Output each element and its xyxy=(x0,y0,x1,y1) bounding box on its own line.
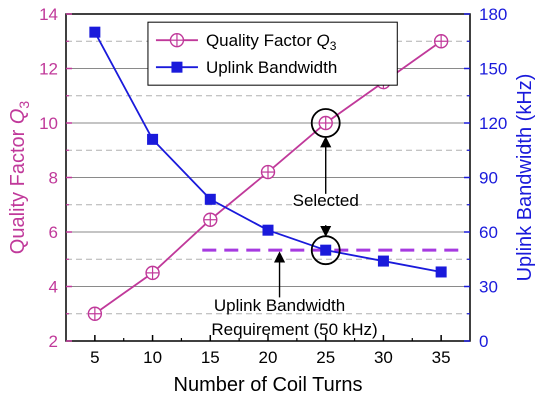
axis-ticks: 5 10 15 20 25 30 35 2 4 6 8 10 12 14 0 30 60 90 120 150 180 xyxy=(39,5,507,367)
point-uplink-bandwidth xyxy=(204,193,216,205)
y-left-tick-label: 14 xyxy=(39,5,58,24)
x-axis-label: Number of Coil Turns xyxy=(174,374,363,396)
legend-label-uplink-bandwidth: Uplink Bandwidth xyxy=(206,58,337,77)
point-uplink-bandwidth xyxy=(262,224,274,236)
y-right-tick-label: 120 xyxy=(479,114,507,133)
legend: Quality Factor Q3 Uplink Bandwidth xyxy=(147,21,398,86)
x-tick-label: 30 xyxy=(374,348,393,367)
x-tick-label: 25 xyxy=(316,348,335,367)
selected-annotation: Selected xyxy=(293,191,359,210)
y-axis-left-label-symbol: Q xyxy=(7,109,29,125)
y-right-tick-label: 90 xyxy=(479,169,498,188)
y-left-tick-label: 4 xyxy=(49,278,58,297)
y-left-tick-label: 10 xyxy=(39,114,58,133)
legend-label-quality-factor-text: Quality Factor xyxy=(206,31,317,50)
legend-marker-quality-factor xyxy=(169,32,185,48)
x-tick-label: 10 xyxy=(143,348,162,367)
x-tick-label: 35 xyxy=(432,348,451,367)
requirement-annotation-line1: Uplink Bandwidth xyxy=(214,296,345,315)
point-quality-factor xyxy=(203,212,218,227)
legend-marker-uplink-bandwidth xyxy=(171,61,183,73)
point-uplink-bandwidth xyxy=(377,255,389,267)
point-quality-factor xyxy=(433,34,449,49)
annotations: Selected Uplink Bandwidth Requirement (5… xyxy=(211,108,378,339)
legend-entry-uplink-bandwidth: Uplink Bandwidth xyxy=(155,58,337,77)
point-uplink-bandwidth xyxy=(435,266,447,278)
y-left-tick-label: 12 xyxy=(39,60,58,79)
legend-label-quality-factor-symbol: Q xyxy=(317,31,330,50)
x-tick-label: 20 xyxy=(259,348,278,367)
point-quality-factor xyxy=(318,115,333,131)
y-left-tick-label: 8 xyxy=(49,169,58,188)
y-axis-left-label-text: Quality Factor xyxy=(7,124,29,254)
requirement-annotation-line2: Requirement (50 kHz) xyxy=(211,320,377,339)
y-right-tick-label: 0 xyxy=(479,332,488,351)
y-right-tick-label: 150 xyxy=(479,60,507,79)
legend-entry-quality-factor: Quality Factor Q3 xyxy=(155,31,337,53)
x-tick-label: 5 xyxy=(90,348,99,367)
point-uplink-bandwidth xyxy=(89,26,101,38)
point-uplink-bandwidth xyxy=(320,244,332,256)
legend-label-quality-factor: Quality Factor Q3 xyxy=(206,31,337,53)
y-left-tick-label: 6 xyxy=(49,223,58,242)
point-uplink-bandwidth xyxy=(147,133,159,145)
y-right-tick-label: 180 xyxy=(479,5,507,24)
y-axis-left-label-subscript: 3 xyxy=(16,101,32,109)
point-quality-factor xyxy=(260,164,276,180)
legend-marker-quality-factor-shape xyxy=(169,32,185,48)
legend-box xyxy=(147,21,398,86)
y-axis-right-label: Uplink Bandwidth (kHz) xyxy=(514,74,536,282)
point-quality-factor xyxy=(145,265,160,281)
y-right-tick-label: 60 xyxy=(479,223,498,242)
point-quality-factor xyxy=(87,306,103,321)
legend-label-quality-factor-subscript: 3 xyxy=(330,39,337,53)
x-tick-label: 15 xyxy=(201,348,220,367)
y-left-tick-label: 2 xyxy=(49,332,58,351)
y-axis-left-label: Quality Factor Q3 xyxy=(7,101,32,255)
y-right-tick-label: 30 xyxy=(479,278,498,297)
